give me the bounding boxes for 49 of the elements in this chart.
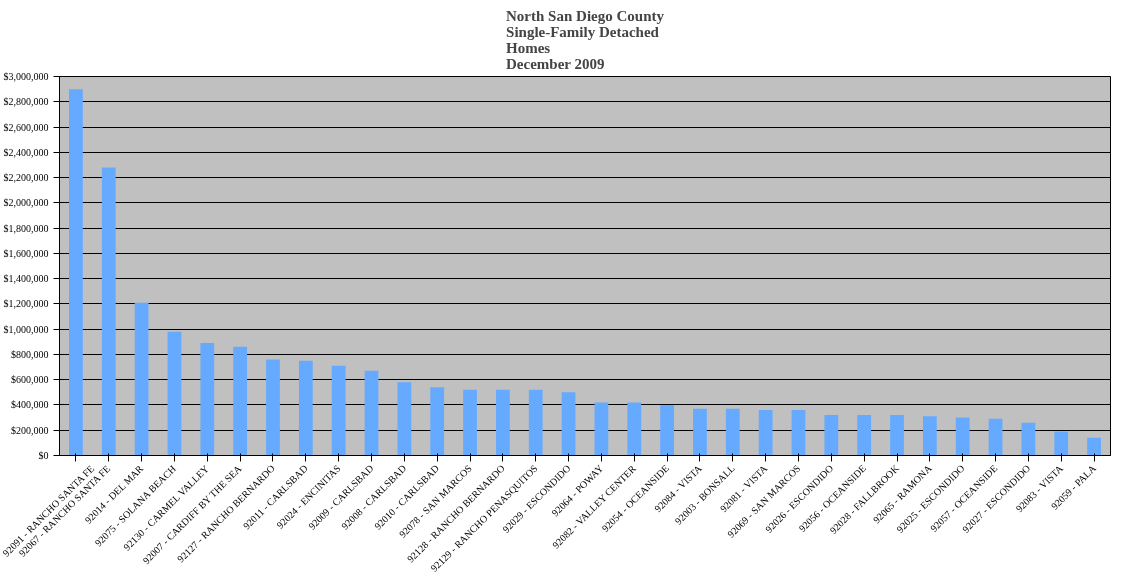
bar (69, 89, 83, 456)
bar (364, 370, 379, 456)
bar (200, 343, 215, 456)
y-tick-label: $2,000,000 (3, 197, 49, 209)
bar (167, 331, 182, 456)
y-tick-label: $1,200,000 (3, 298, 49, 310)
y-tick-label: $0 (38, 450, 49, 461)
bar (890, 415, 904, 456)
bar (134, 302, 149, 456)
bar (824, 415, 839, 456)
bar (660, 404, 675, 456)
bar (331, 365, 346, 456)
y-tick-label: $2,200,000 (3, 172, 49, 184)
chart-title: North San Diego County Single-Family Detached Homes December 2009 (506, 7, 665, 72)
bar (758, 410, 773, 456)
y-tick-label: $2,800,000 (3, 96, 49, 108)
y-tick-label: $2,400,000 (3, 146, 49, 158)
bar (233, 346, 248, 456)
y-tick-label: $200,000 (11, 424, 49, 436)
y-tick-label: $1,800,000 (3, 222, 49, 234)
y-tick-label: $3,000,000 (3, 71, 49, 82)
bar (397, 382, 412, 456)
bar (693, 408, 707, 456)
bar (101, 167, 116, 456)
bar (1054, 431, 1069, 456)
bar (791, 410, 806, 456)
bar (922, 416, 937, 456)
y-tick-label: $600,000 (11, 374, 49, 386)
y-tick-label: $1,600,000 (3, 247, 49, 259)
y-tick-label: $400,000 (11, 399, 49, 411)
bar (988, 418, 1003, 456)
bar (955, 417, 970, 456)
bar (430, 387, 445, 456)
y-tick-label: $1,400,000 (3, 273, 49, 285)
bar (561, 392, 576, 456)
bar (266, 359, 280, 456)
bar (1021, 422, 1036, 456)
bar (463, 389, 477, 456)
bar (1087, 437, 1101, 456)
y-tick-label: $1,000,000 (3, 323, 49, 335)
bar (594, 402, 609, 456)
bar (298, 360, 313, 456)
bar (725, 408, 740, 456)
bar (495, 389, 510, 456)
bar (857, 415, 872, 456)
y-tick-label: $800,000 (11, 348, 49, 360)
y-tick-label: $2,600,000 (3, 121, 49, 133)
bar (528, 389, 543, 456)
bar (627, 402, 642, 456)
